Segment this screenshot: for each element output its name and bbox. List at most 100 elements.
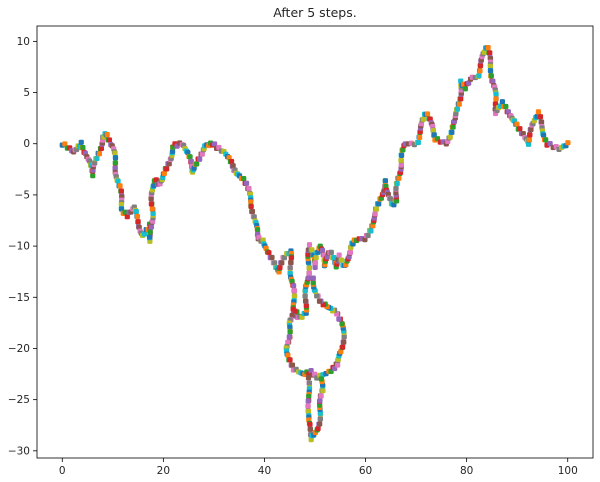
y-tick-label: −15 — [8, 292, 30, 304]
data-point — [90, 173, 96, 179]
data-point — [336, 252, 342, 258]
data-point — [488, 73, 494, 79]
data-point — [312, 260, 318, 266]
data-point — [288, 260, 294, 266]
x-tick-label: 0 — [59, 465, 66, 477]
chart-title: After 5 steps. — [273, 5, 356, 20]
data-point — [147, 229, 153, 235]
data-point — [503, 103, 509, 110]
data-point — [338, 257, 345, 263]
data-point — [310, 275, 316, 281]
data-point — [317, 410, 323, 416]
data-point — [368, 228, 374, 234]
data-point — [308, 368, 314, 374]
data-point — [306, 380, 313, 386]
data-point — [336, 316, 342, 322]
data-point — [96, 151, 103, 157]
data-point — [538, 119, 545, 125]
x-axis: 0 20 40 60 80 100 — [59, 458, 578, 477]
data-point — [305, 375, 312, 381]
data-point — [324, 254, 330, 260]
data-point — [318, 376, 324, 382]
data-point — [117, 183, 123, 189]
x-tick-label: 100 — [558, 465, 578, 477]
data-point — [430, 127, 436, 134]
data-point — [424, 111, 431, 117]
y-tick-label: 5 — [23, 87, 30, 99]
data-point — [287, 324, 293, 330]
data-point — [525, 141, 532, 147]
data-point — [393, 185, 399, 191]
data-point — [230, 163, 236, 169]
data-point — [118, 201, 124, 208]
data-point — [305, 251, 311, 257]
data-point — [292, 308, 298, 314]
data-point — [112, 150, 118, 156]
data-point — [185, 150, 191, 156]
y-tick-label: −10 — [8, 241, 30, 253]
y-tick-label: 0 — [23, 138, 30, 150]
y-tick-label: −25 — [8, 394, 30, 406]
data-point — [499, 99, 505, 105]
data-point — [476, 73, 482, 79]
data-point — [197, 156, 203, 162]
data-point — [487, 50, 493, 56]
data-point — [289, 312, 295, 319]
data-point — [313, 255, 319, 261]
data-point — [527, 132, 533, 138]
data-point — [246, 185, 252, 192]
data-point — [166, 161, 172, 167]
data-point — [528, 126, 534, 133]
data-point — [347, 249, 353, 255]
data-point — [141, 231, 147, 237]
data-point — [462, 86, 468, 92]
data-point — [477, 62, 484, 69]
data-point — [288, 255, 294, 261]
data-point — [307, 426, 313, 432]
data-point — [151, 182, 157, 189]
data-point — [340, 344, 346, 350]
data-point — [331, 255, 337, 261]
data-point — [341, 334, 347, 340]
data-point — [396, 175, 402, 181]
data-point — [540, 132, 547, 138]
y-axis: 10 5 0 −5 −10 −15 −20 −25 −30 — [8, 36, 37, 457]
data-point — [148, 224, 155, 230]
data-point — [287, 265, 293, 271]
data-point — [112, 155, 119, 161]
data-point — [312, 264, 318, 270]
data-point — [306, 242, 313, 248]
data-point — [94, 155, 100, 162]
data-point — [319, 247, 326, 254]
data-point — [78, 139, 84, 145]
data-point — [122, 209, 128, 215]
data-point — [150, 210, 156, 217]
data-point — [328, 249, 334, 255]
data-point — [339, 321, 345, 327]
data-point — [400, 147, 406, 153]
data-point — [161, 170, 167, 177]
data-point — [285, 339, 291, 345]
data-point — [287, 329, 293, 335]
data-point — [387, 196, 394, 202]
data-point — [62, 141, 68, 147]
data-point — [287, 357, 293, 363]
data-point — [453, 110, 459, 117]
data-point — [133, 209, 139, 215]
data-point — [481, 49, 487, 55]
data-point — [338, 349, 344, 355]
data-point — [493, 91, 499, 97]
data-point — [316, 298, 323, 304]
data-point — [228, 158, 235, 165]
data-point — [164, 166, 170, 172]
data-point — [266, 250, 272, 256]
data-point — [310, 280, 316, 286]
data-point — [277, 264, 283, 271]
data-point — [279, 260, 285, 266]
data-point — [393, 198, 400, 204]
data-point — [318, 393, 324, 399]
data-point — [362, 237, 368, 243]
axes-frame — [36, 25, 594, 459]
data-point — [493, 96, 499, 102]
data-point — [398, 157, 404, 163]
